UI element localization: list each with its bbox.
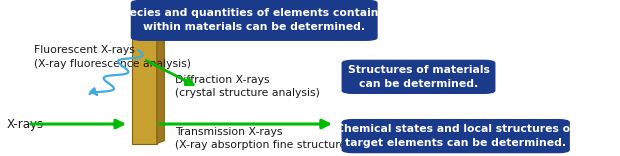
- Polygon shape: [157, 24, 164, 144]
- Text: X-rays: X-rays: [6, 117, 43, 131]
- Text: Diffraction X-rays
(crystal structure analysis): Diffraction X-rays (crystal structure an…: [175, 75, 320, 98]
- Text: Species and quantities of elements contained
within materials can be determined.: Species and quantities of elements conta…: [114, 8, 394, 32]
- Text: Fluorescent X-rays
(X-ray fluorescence analysis): Fluorescent X-rays (X-ray fluorescence a…: [34, 45, 191, 68]
- Text: Transmission X-rays
(X-ray absorption fine structure): Transmission X-rays (X-ray absorption fi…: [175, 127, 350, 150]
- Polygon shape: [132, 24, 164, 27]
- Text: Structures of materials
can be determined.: Structures of materials can be determine…: [348, 65, 489, 89]
- FancyBboxPatch shape: [342, 60, 495, 93]
- FancyBboxPatch shape: [342, 120, 569, 153]
- Polygon shape: [132, 27, 157, 144]
- Text: Chemical states and local structures of
target elements can be determined.: Chemical states and local structures of …: [336, 124, 575, 148]
- FancyBboxPatch shape: [131, 0, 377, 40]
